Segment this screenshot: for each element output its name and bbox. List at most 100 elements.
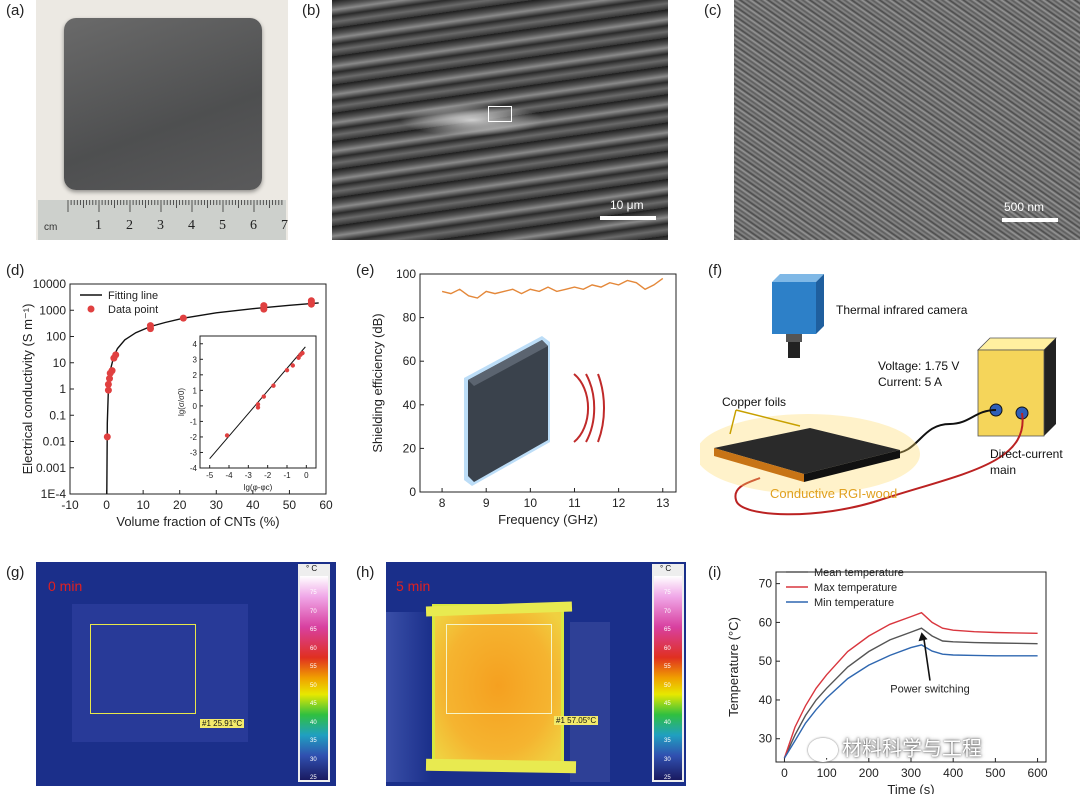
- rgi-wood-heater: [714, 428, 900, 482]
- legend-fitting-line: Fitting line: [108, 290, 158, 302]
- scale-tick: 55: [310, 664, 317, 670]
- readout-h: #1 57.05°C: [554, 716, 599, 725]
- x-tick-label: 40: [246, 498, 260, 512]
- series-line: [783, 627, 1038, 759]
- scale-tick: 30: [664, 756, 671, 763]
- red-wire: [734, 412, 1024, 516]
- inset-data-point: [271, 383, 276, 388]
- thermal-camera-icon: [772, 274, 824, 358]
- scale-tick: 45: [664, 701, 671, 707]
- scale-tick: 75: [310, 590, 317, 596]
- ruler-ticks: [67, 200, 283, 212]
- y-tick-label: 0.001: [36, 461, 66, 475]
- camera-label: Thermal infrared camera: [836, 303, 968, 317]
- y-tick-label: 30: [759, 732, 773, 746]
- panel-c-sem-image: 500 nm: [734, 0, 1080, 240]
- scale-tick: 25: [664, 775, 671, 781]
- y-tick-label: 20: [403, 441, 417, 455]
- data-point: [104, 380, 112, 388]
- sample-top-edge: [468, 340, 548, 386]
- shielding-chart: 8 9 10 11 12 13 0 20 40 60 80 100 Frequency (GHz) Shi…: [370, 267, 677, 527]
- dc-label-2: main: [990, 463, 1016, 477]
- inset-y-tick-label: 0: [193, 402, 198, 411]
- inset-data-point: [300, 350, 305, 356]
- inset-y-tick-label: 3: [193, 355, 198, 364]
- scale-bar-c: [1002, 218, 1058, 222]
- rgi-wood-sample: [64, 18, 262, 190]
- copper-foil-bottom: [425, 758, 577, 774]
- x-tick-label: 200: [859, 766, 879, 780]
- y-tick-label: 100: [396, 267, 416, 281]
- inset-x-label: lg(φ-φc): [244, 483, 273, 492]
- scale-bar-b: [600, 216, 656, 220]
- series-line: [783, 611, 1038, 759]
- x-tick-label: 20: [173, 498, 187, 512]
- scale-bar-b-label: 10 μm: [610, 198, 644, 212]
- panel-a-photo: cm 1 2 3 4 5 6 7: [36, 0, 288, 240]
- inset-data-point: [224, 433, 230, 438]
- inset-data-point: [261, 394, 266, 399]
- series-line: [783, 644, 1038, 759]
- temperature-chart: 0 100 200 300 400 500 600 30 40 50 60 70 Time (s) Tem…: [726, 567, 1048, 794]
- panel-f-label: (f): [708, 262, 723, 279]
- y-tick-label: 0: [409, 485, 416, 499]
- legend-label: Min temperature: [814, 597, 894, 609]
- x-tick-label: 30: [210, 498, 224, 512]
- ruler-unit: cm: [44, 222, 58, 233]
- y-tick-label: 80: [403, 311, 417, 325]
- sem-zoom-box: [488, 106, 512, 122]
- scale-tick: 50: [310, 682, 317, 689]
- x-tick-label: 9: [483, 496, 490, 510]
- conductivity-chart: -10 0 10 20 30 40 50 601E-40.0010.010.111010010…: [20, 277, 333, 529]
- data-point: [179, 314, 187, 322]
- y-tick-label: 60: [403, 354, 417, 368]
- ruler-number: 6: [250, 218, 257, 233]
- dc-label-1: Direct-current: [990, 447, 1063, 461]
- watermark: 材料科学与工程: [808, 732, 982, 762]
- y-tick-label: 1: [59, 382, 66, 396]
- x-tick-label: 400: [943, 766, 963, 780]
- panel-i-label: (i): [708, 564, 722, 581]
- scale-bar-c-label: 500 nm: [1004, 200, 1045, 214]
- inset-y-tick-label: 1: [193, 386, 198, 395]
- inset-y-tick-label: 4: [193, 340, 198, 349]
- inset-x-tick-label: -1: [283, 471, 291, 480]
- y-tick-label: 1000: [39, 303, 66, 317]
- ruler: cm 1 2 3 4 5 6 7: [38, 200, 288, 240]
- scale-tick: 60: [664, 645, 671, 652]
- panel-g-label: (g): [6, 564, 25, 581]
- x-tick-label: 0: [781, 766, 788, 780]
- inset-x-tick-label: -5: [206, 471, 214, 480]
- inset-y-tick-label: -4: [190, 464, 198, 473]
- color-scale-g: ° C 75 70 65 60 55 50 45 40 35 30 25: [298, 564, 330, 782]
- data-point: [104, 386, 112, 394]
- scale-tick: 60: [310, 645, 317, 652]
- panel-d-label: (d): [6, 262, 25, 279]
- y-tick-label: 10000: [33, 277, 67, 291]
- plot-frame: [419, 273, 677, 493]
- time-label-h: 5 min: [396, 578, 431, 594]
- thermal-image-0min: 0 min #1 25.91°C ° C 75 70 65 60 55 50 45 40 35 3…: [36, 562, 336, 786]
- em-wave-arc: [597, 373, 606, 443]
- wood-label: Conductive RGI-wood: [770, 486, 897, 501]
- inset-x-tick-label: -4: [225, 471, 233, 480]
- x-tick-label: 600: [1028, 766, 1048, 780]
- wechat-icon: [808, 737, 838, 762]
- scale-tick: 35: [664, 738, 671, 744]
- annotation-arrow: [922, 636, 931, 681]
- scale-tick: 65: [664, 627, 671, 633]
- x-tick-label: -10: [61, 498, 79, 512]
- ruler-number: 2: [126, 218, 133, 233]
- scale-tick: 70: [664, 608, 671, 615]
- ruler-number: 4: [188, 218, 195, 233]
- y-tick-label: 100: [46, 330, 66, 344]
- measure-box: [90, 624, 196, 714]
- x-tick-label: 12: [612, 496, 626, 510]
- legend-label: Mean temperature: [814, 567, 904, 579]
- inset-x-tick-label: -2: [264, 471, 272, 480]
- thermal-image-5min: 5 min #1 57.05°C ° C 75 70 65 60 55 50 45 40 35 3…: [386, 562, 686, 786]
- ruler-number: 7: [281, 218, 288, 233]
- inset-y-tick-label: -2: [190, 433, 198, 442]
- x-tick-label: 10: [524, 496, 538, 510]
- y-tick-label: 40: [403, 398, 417, 412]
